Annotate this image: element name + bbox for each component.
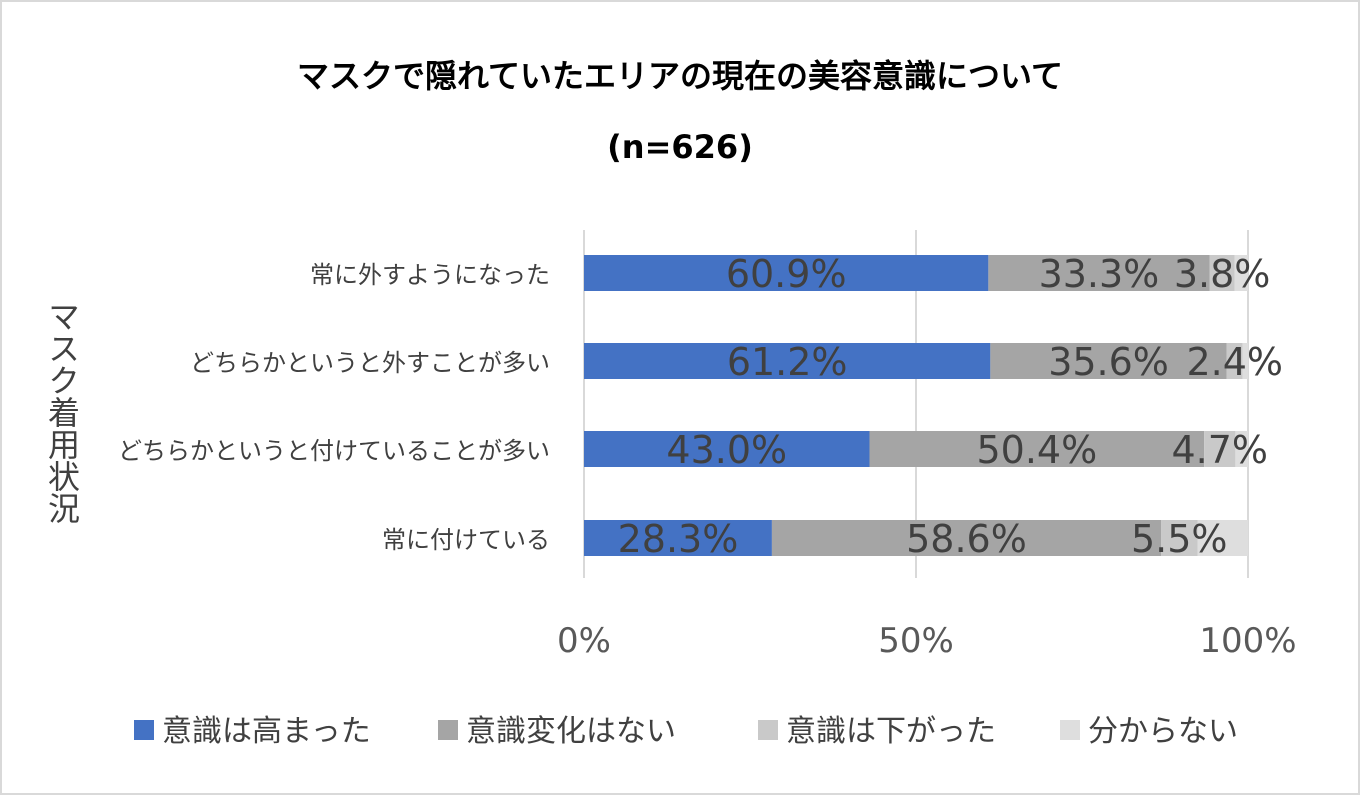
- category-label-1: どちらかというと外すことが多い: [190, 349, 550, 377]
- data-label-1-1: 35.6%: [1048, 340, 1169, 384]
- category-label-2: どちらかというと付けていることが多い: [118, 437, 550, 465]
- data-label-0-3: 28.3%: [618, 517, 739, 561]
- legend-swatch-0: [134, 720, 154, 740]
- legend-label-2: 意識は下がった: [786, 714, 996, 749]
- data-label-2-0: 3.8%: [1174, 252, 1271, 296]
- legend: 意識は高まった 意識変化はない 意識は下がった 分からない: [134, 714, 1238, 749]
- bar-segment-0-3: [584, 520, 772, 556]
- x-axis-ticks: 0% 50% 100%: [557, 621, 1297, 661]
- legend-label-0: 意識は高まった: [162, 714, 371, 749]
- bar-segment-2-2: [1204, 431, 1236, 467]
- bar-segment-2-0: [1209, 255, 1235, 291]
- bar-segment-2-1: [1226, 343, 1243, 379]
- bar-segment-1-3: [771, 520, 1162, 556]
- data-label-2-3: 5.5%: [1131, 517, 1228, 561]
- bars: [584, 255, 1248, 556]
- category-label-3: 常に付けている: [382, 526, 550, 554]
- bar-segment-1-1: [990, 343, 1227, 379]
- y-axis-title: マスク着用状況: [43, 300, 81, 524]
- bar-segment-1-2: [869, 431, 1205, 467]
- bar-segment-0-1: [584, 343, 991, 379]
- data-label-2-1: 2.4%: [1186, 340, 1283, 384]
- bar-segment-2-3: [1161, 520, 1198, 556]
- x-tick-label-0: 0%: [557, 621, 611, 661]
- chart-title: マスクで隠れていたエリアの現在の美容意識について: [297, 57, 1063, 95]
- bar-segment-0-2: [584, 431, 870, 467]
- data-labels: 60.9% 33.3% 3.8% 61.2% 35.6% 2.4% 43.0% 50.4% 4.…: [618, 252, 1283, 561]
- bar-segment-3-1: [1242, 343, 1248, 379]
- legend-swatch-1: [438, 720, 458, 740]
- x-tick-label-1: 50%: [878, 621, 954, 661]
- data-label-0-0: 60.9%: [726, 252, 847, 296]
- data-label-0-2: 43.0%: [666, 428, 787, 472]
- legend-swatch-2: [758, 720, 778, 740]
- category-labels: 常に外すようになったどちらかというと外すことが多いどちらかというと付けていること…: [118, 261, 550, 554]
- bar-segment-3-2: [1235, 431, 1248, 467]
- bar-segment-1-0: [988, 255, 1210, 291]
- data-label-1-2: 50.4%: [976, 428, 1097, 472]
- chart-subtitle: (n=626): [607, 128, 753, 166]
- data-label-0-1: 61.2%: [727, 340, 848, 384]
- data-label-1-3: 58.6%: [906, 517, 1027, 561]
- legend-swatch-3: [1060, 720, 1080, 740]
- bar-segment-3-0: [1234, 255, 1248, 291]
- bar-segment-3-3: [1197, 520, 1248, 556]
- legend-label-1: 意識変化はない: [466, 714, 676, 749]
- legend-label-3: 分からない: [1088, 714, 1238, 749]
- data-label-2-2: 4.7%: [1172, 428, 1269, 472]
- x-tick-label-2: 100%: [1199, 621, 1296, 661]
- bar-segment-0-0: [584, 255, 989, 291]
- data-label-1-0: 33.3%: [1039, 252, 1160, 296]
- category-label-0: 常に外すようになった: [310, 261, 550, 289]
